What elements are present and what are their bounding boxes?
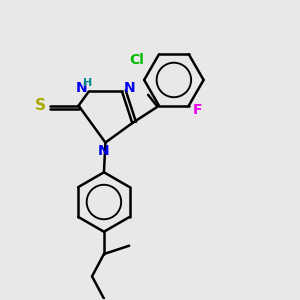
Text: N: N	[98, 144, 110, 158]
Text: Cl: Cl	[129, 53, 144, 67]
Text: H: H	[83, 78, 93, 88]
Text: N: N	[76, 81, 87, 95]
Text: F: F	[193, 103, 203, 117]
Text: N: N	[124, 81, 135, 95]
Text: S: S	[35, 98, 46, 113]
